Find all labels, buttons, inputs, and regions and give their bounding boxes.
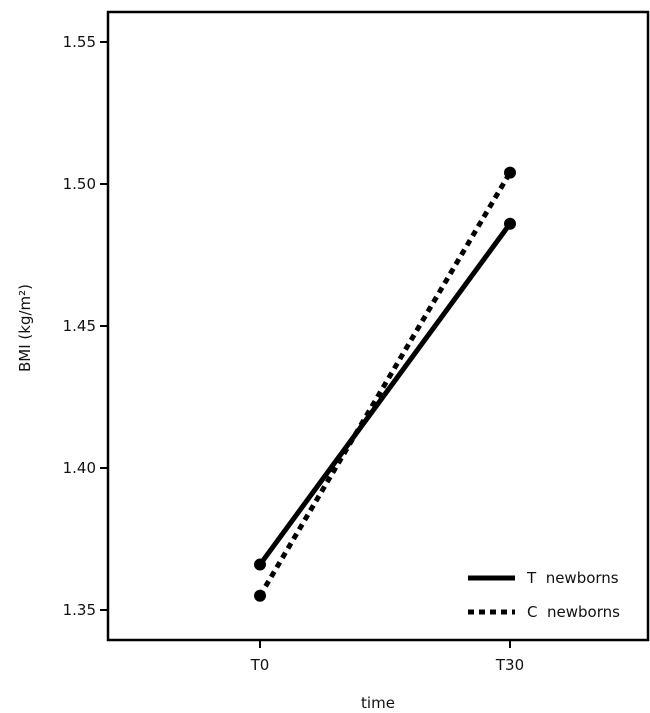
series-line-c-newborns: [257, 171, 513, 598]
y-tick-label: 1.35: [63, 601, 96, 619]
plot-frame: [106, 10, 650, 642]
legend-label-t-newborns: T newborns: [526, 569, 619, 587]
x-tick-label: T0: [250, 656, 270, 674]
y-tick-label: 1.55: [63, 33, 96, 51]
x-axis-ticks: T0 T30: [250, 640, 524, 674]
data-point-t-newborns-t30: [504, 217, 516, 230]
data-point-c-newborns-t30: [504, 166, 516, 179]
y-tick-label: 1.45: [63, 317, 96, 335]
legend-label-c-newborns: C newborns: [527, 603, 620, 621]
series-line-t-newborns: [257, 222, 513, 567]
series-group: [254, 166, 516, 602]
x-axis-title: time: [361, 694, 395, 712]
y-tick-label: 1.40: [63, 459, 96, 477]
y-tick-label: 1.50: [63, 175, 96, 193]
x-tick-label: T30: [495, 656, 524, 674]
data-point-t-newborns-t0: [254, 558, 266, 571]
y-axis-title: BMI (kg/m²): [16, 284, 34, 372]
y-axis-ticks: 1.35 1.40 1.45 1.50 1.55: [63, 33, 108, 619]
data-point-c-newborns-t0: [254, 589, 266, 602]
legend: T newborns C newborns: [468, 569, 620, 621]
